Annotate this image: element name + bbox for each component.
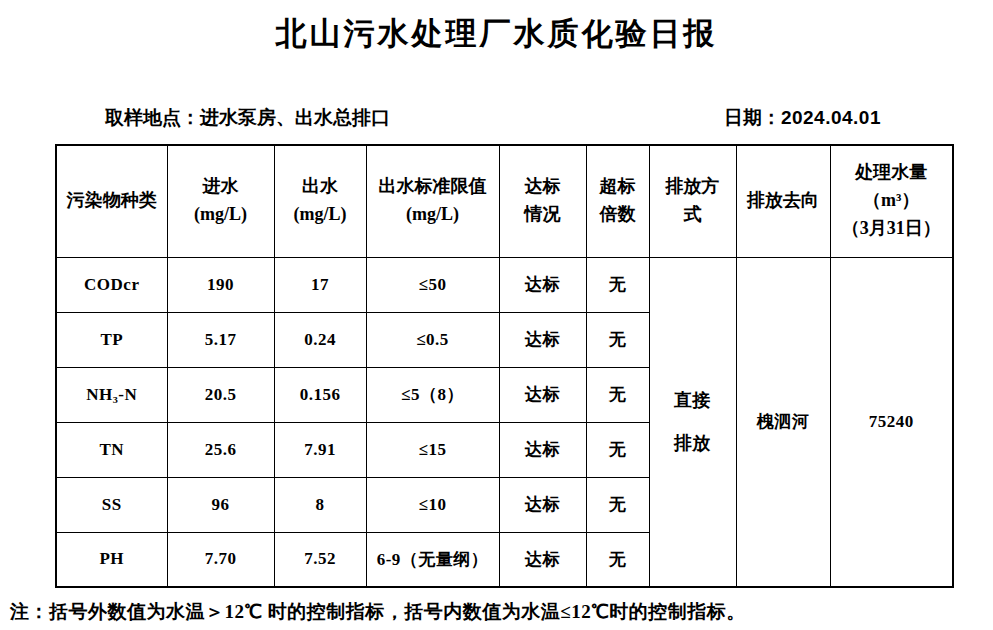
col-header-influent: 进水(mg/L) [167,145,274,257]
cell-pollutant: TN [56,422,167,477]
cell-influent: 5.17 [167,312,274,367]
cell-discharge-method: 直接排放 [649,257,736,587]
col-header-exceed: 超标倍数 [586,145,649,257]
col-header-volume: 处理水量（m³）（3月31日） [830,145,953,257]
col-header-compliance: 达标情况 [499,145,586,257]
cell-treated-volume: 75240 [830,257,953,587]
cell-pollutant: PH [56,532,167,587]
cell-effluent: 8 [274,477,366,532]
cell-effluent: 7.91 [274,422,366,477]
report-date: 日期：2024.04.01 [724,105,881,131]
cell-limit: ≤50 [366,257,499,312]
water-quality-table: 污染物种类 进水(mg/L) 出水(mg/L) 出水标准限值(mg/L) 达标情… [55,144,954,588]
table-header-row: 污染物种类 进水(mg/L) 出水(mg/L) 出水标准限值(mg/L) 达标情… [56,145,953,257]
meta-row: 取样地点：进水泵房、出水总排口 日期：2024.04.01 [105,105,881,131]
cell-discharge-destination: 槐泗河 [736,257,830,587]
cell-pollutant: NH₃-N [56,367,167,422]
cell-effluent: 7.52 [274,532,366,587]
cell-exceed: 无 [586,422,649,477]
cell-exceed: 无 [586,367,649,422]
cell-exceed: 无 [586,257,649,312]
col-header-discharge-destination: 排放去向 [736,145,830,257]
cell-exceed: 无 [586,477,649,532]
cell-status: 达标 [499,257,586,312]
cell-pollutant: TP [56,312,167,367]
cell-influent: 25.6 [167,422,274,477]
cell-effluent: 0.24 [274,312,366,367]
cell-status: 达标 [499,422,586,477]
cell-status: 达标 [499,477,586,532]
footnote: 注：括号外数值为水温＞12℃ 时的控制指标，括号内数值为水温≤12℃时的控制指标… [10,599,993,625]
cell-influent: 190 [167,257,274,312]
daily-report-page: 北山污水处理厂水质化验日报 取样地点：进水泵房、出水总排口 日期：2024.04… [0,0,993,630]
cell-effluent: 0.156 [274,367,366,422]
sampling-location-label: 取样地点：进水泵房、出水总排口 [105,105,390,131]
cell-influent: 96 [167,477,274,532]
cell-pollutant: CODcr [56,257,167,312]
col-header-pollutant: 污染物种类 [56,145,167,257]
cell-limit: 6-9（无量纲） [366,532,499,587]
col-header-effluent: 出水(mg/L) [274,145,366,257]
cell-influent: 20.5 [167,367,274,422]
cell-pollutant: SS [56,477,167,532]
table-row: CODcr 190 17 ≤50 达标 无 直接排放 槐泗河 75240 [56,257,953,312]
col-header-discharge-method: 排放方式 [649,145,736,257]
cell-limit: ≤10 [366,477,499,532]
date-value: 2024.04.01 [781,107,881,128]
page-title: 北山污水处理厂水质化验日报 [0,0,993,52]
cell-exceed: 无 [586,312,649,367]
date-label: 日期： [724,107,781,128]
cell-status: 达标 [499,532,586,587]
col-header-limit: 出水标准限值(mg/L) [366,145,499,257]
cell-limit: ≤15 [366,422,499,477]
cell-status: 达标 [499,367,586,422]
cell-limit: ≤5（8） [366,367,499,422]
cell-influent: 7.70 [167,532,274,587]
cell-exceed: 无 [586,532,649,587]
cell-status: 达标 [499,312,586,367]
cell-limit: ≤0.5 [366,312,499,367]
cell-effluent: 17 [274,257,366,312]
